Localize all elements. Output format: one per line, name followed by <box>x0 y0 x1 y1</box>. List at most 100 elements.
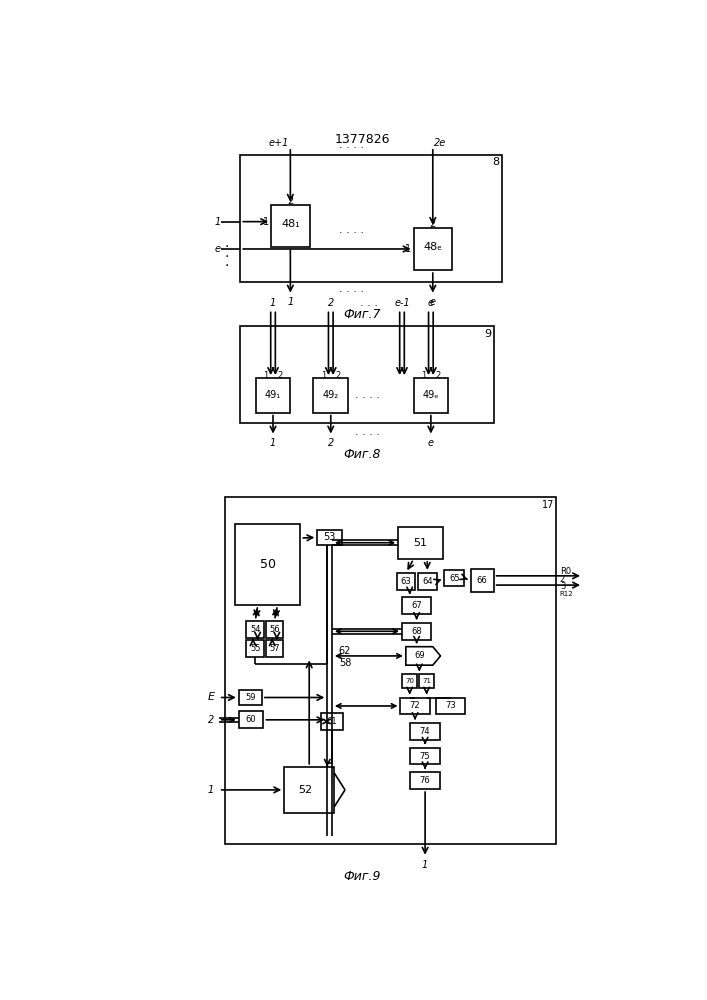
Text: 1: 1 <box>214 217 221 227</box>
Bar <box>239 711 264 728</box>
Text: 64: 64 <box>422 577 433 586</box>
Bar <box>256 378 291 413</box>
Bar <box>400 698 430 714</box>
Text: 1: 1 <box>321 371 327 380</box>
Bar <box>271 205 310 247</box>
Text: 49ₑ: 49ₑ <box>423 390 439 400</box>
Text: 61: 61 <box>327 717 337 726</box>
Text: . . . .: . . . . <box>339 225 364 235</box>
Text: e: e <box>214 244 220 254</box>
Text: 2: 2 <box>327 298 334 308</box>
Text: 66: 66 <box>477 576 487 585</box>
Text: 1: 1 <box>287 297 293 307</box>
Text: . . . .: . . . . <box>355 427 380 437</box>
Text: 2: 2 <box>327 438 334 448</box>
Text: 1: 1 <box>208 785 214 795</box>
Bar <box>414 378 448 413</box>
Bar <box>266 640 284 657</box>
Text: 62: 62 <box>339 646 351 656</box>
Text: R0: R0 <box>560 567 571 576</box>
Text: 1: 1 <box>270 298 276 308</box>
Text: 1: 1 <box>262 217 269 227</box>
Text: 52: 52 <box>298 785 312 795</box>
Bar <box>444 570 464 586</box>
Text: 1: 1 <box>264 371 269 380</box>
Text: 2: 2 <box>560 575 565 584</box>
Bar <box>317 530 342 545</box>
Text: 58: 58 <box>339 658 351 668</box>
Bar <box>398 527 443 559</box>
Text: Фиг.7: Фиг.7 <box>343 308 380 321</box>
Text: 1: 1 <box>421 371 426 380</box>
Text: Фиг.8: Фиг.8 <box>343 448 380 461</box>
Text: 2: 2 <box>277 371 283 380</box>
Bar <box>409 772 440 789</box>
Text: 49₂: 49₂ <box>322 390 339 400</box>
Text: e-1: e-1 <box>394 298 410 308</box>
Text: 2: 2 <box>208 715 214 725</box>
Text: 57: 57 <box>269 644 280 653</box>
Text: 67: 67 <box>411 601 422 610</box>
Text: 68: 68 <box>411 627 422 636</box>
Bar <box>471 569 493 592</box>
Bar <box>239 690 262 705</box>
Text: 2e: 2e <box>434 138 447 148</box>
Text: 1: 1 <box>270 438 276 448</box>
Bar <box>436 698 465 714</box>
Text: 69: 69 <box>414 651 425 660</box>
Text: 75: 75 <box>420 752 431 761</box>
Text: . . .: . . . <box>360 298 378 308</box>
Text: 65: 65 <box>449 574 460 583</box>
Bar <box>397 573 415 590</box>
Text: e: e <box>430 297 436 307</box>
Text: 2: 2 <box>430 219 436 229</box>
Text: 56: 56 <box>269 625 280 634</box>
Bar <box>225 497 556 844</box>
Text: e: e <box>428 438 434 448</box>
Text: 17: 17 <box>542 500 554 510</box>
Text: 2: 2 <box>436 371 440 380</box>
Text: 59: 59 <box>245 693 255 702</box>
Text: 8: 8 <box>492 157 499 167</box>
Text: 53: 53 <box>323 532 336 542</box>
Text: 51: 51 <box>414 538 428 548</box>
Bar <box>266 620 284 638</box>
Bar <box>414 228 452 270</box>
Text: 63: 63 <box>400 577 411 586</box>
Text: 2: 2 <box>335 371 340 380</box>
Text: 60: 60 <box>246 715 257 724</box>
Text: 54: 54 <box>250 625 261 634</box>
Text: 49₁: 49₁ <box>265 390 281 400</box>
Bar <box>247 640 264 657</box>
Bar <box>247 620 264 638</box>
Text: 74: 74 <box>420 727 431 736</box>
Bar <box>402 623 431 640</box>
Bar <box>402 674 417 688</box>
Bar <box>240 326 494 423</box>
Text: .: . <box>224 246 228 260</box>
Text: Фиг.9: Фиг.9 <box>343 870 380 883</box>
Text: 72: 72 <box>410 701 421 710</box>
Text: 48₁: 48₁ <box>281 219 300 229</box>
Bar <box>321 713 343 730</box>
Text: 55: 55 <box>250 644 261 653</box>
Text: 3: 3 <box>560 582 565 591</box>
Bar <box>402 597 431 614</box>
Bar <box>409 748 440 764</box>
Bar <box>419 674 434 688</box>
Text: 76: 76 <box>420 776 431 785</box>
Text: 70: 70 <box>405 678 414 684</box>
Text: 9: 9 <box>485 329 492 339</box>
Text: . . . .: . . . . <box>355 390 380 400</box>
Text: R12: R12 <box>560 591 573 597</box>
Text: 1: 1 <box>422 860 428 870</box>
Text: . . . .: . . . . <box>339 140 364 150</box>
Text: 1377826: 1377826 <box>334 133 390 146</box>
Bar <box>409 723 440 740</box>
Text: 2: 2 <box>287 196 293 206</box>
Bar <box>313 378 348 413</box>
Text: E: E <box>208 692 214 702</box>
Text: 1: 1 <box>405 244 411 254</box>
Text: e+1: e+1 <box>269 138 288 148</box>
Text: 50: 50 <box>259 558 276 571</box>
